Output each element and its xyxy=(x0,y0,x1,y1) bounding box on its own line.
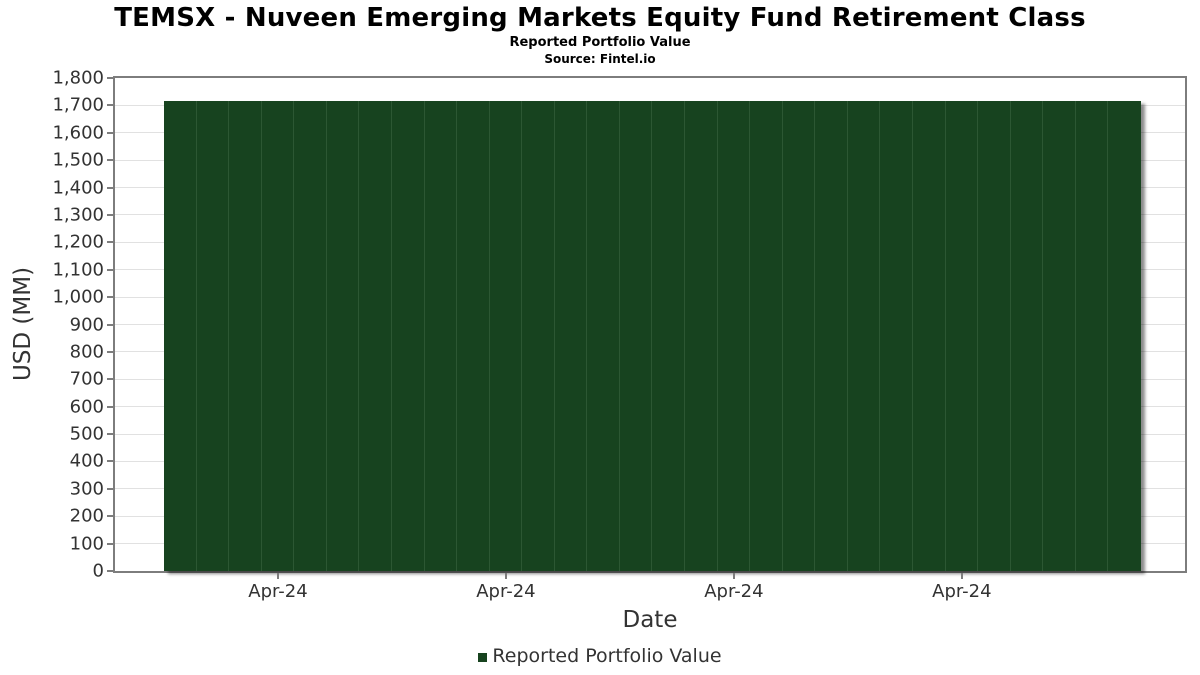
bar xyxy=(326,101,360,571)
bar xyxy=(587,101,620,571)
y-tick-label: 200 xyxy=(69,505,104,527)
x-tick-label: Apr-24 xyxy=(932,581,992,602)
bar xyxy=(196,101,230,571)
plot-area xyxy=(113,76,1187,573)
bar xyxy=(815,101,848,571)
bar xyxy=(978,101,1011,571)
bar xyxy=(619,101,653,571)
x-tick-mark xyxy=(504,573,507,579)
bar xyxy=(685,101,718,571)
y-tick-label: 1,300 xyxy=(52,204,104,226)
x-tick-label: Apr-24 xyxy=(476,581,536,602)
bar xyxy=(1010,101,1044,571)
y-tick-label: 0 xyxy=(92,560,104,582)
bar xyxy=(880,101,914,571)
y-tick-label: 1,700 xyxy=(52,94,104,116)
bar xyxy=(457,101,490,571)
y-tick-label: 1,600 xyxy=(52,122,104,144)
y-tick-label: 400 xyxy=(69,450,104,472)
bar xyxy=(913,101,946,571)
legend-label: Reported Portfolio Value xyxy=(492,645,722,667)
bars-group xyxy=(164,101,1141,571)
bar xyxy=(945,101,979,571)
x-tick-mark xyxy=(960,573,963,579)
y-axis-title: USD (MM) xyxy=(10,266,36,382)
bar xyxy=(359,101,392,571)
y-tick-label: 1,400 xyxy=(52,177,104,199)
bar xyxy=(261,101,295,571)
x-axis-title: Date xyxy=(622,607,678,633)
chart-title: TEMSX - Nuveen Emerging Markets Equity F… xyxy=(114,3,1086,33)
bar xyxy=(1075,101,1109,571)
bar xyxy=(847,101,881,571)
bar xyxy=(554,101,588,571)
y-tick-label: 500 xyxy=(69,423,104,445)
bar xyxy=(717,101,751,571)
x-tick-mark xyxy=(732,573,735,579)
bar xyxy=(1108,101,1141,571)
legend-item[interactable]: Reported Portfolio Value xyxy=(0,645,1200,667)
bar xyxy=(1043,101,1076,571)
x-tick-label: Apr-24 xyxy=(704,581,764,602)
bar xyxy=(652,101,686,571)
y-tick-label: 300 xyxy=(69,478,104,500)
y-tick-label: 1,500 xyxy=(52,149,104,171)
bar xyxy=(294,101,327,571)
x-tick-mark xyxy=(276,573,279,579)
y-tick-label: 1,800 xyxy=(52,67,104,89)
bar xyxy=(782,101,816,571)
y-tick-label: 100 xyxy=(69,533,104,555)
bar xyxy=(391,101,425,571)
bar xyxy=(229,101,262,571)
bar xyxy=(164,101,197,571)
bar xyxy=(522,101,555,571)
x-tick-label: Apr-24 xyxy=(248,581,308,602)
chart-subtitle: Reported Portfolio Value xyxy=(509,35,691,50)
legend-marker-icon xyxy=(478,652,488,662)
bar xyxy=(489,101,523,571)
chart-source: Source: Fintel.io xyxy=(544,52,656,66)
bar xyxy=(750,101,783,571)
bar xyxy=(424,101,458,571)
